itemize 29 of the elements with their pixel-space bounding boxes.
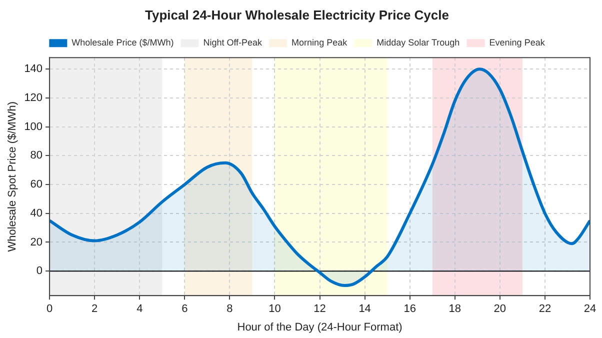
x-tick-label: 24 — [584, 303, 596, 316]
y-tick-label: 60 — [30, 178, 43, 191]
x-tick-label: 6 — [182, 303, 188, 316]
x-axis-title: Hour of the Day (24-Hour Format) — [237, 321, 402, 334]
x-tick-label: 10 — [268, 303, 281, 316]
legend-label: Morning Peak — [292, 38, 348, 48]
x-tick-label: 8 — [226, 303, 233, 316]
y-tick-label: 100 — [24, 120, 43, 133]
y-tick-label: 40 — [30, 207, 43, 220]
y-tick-label: 120 — [24, 92, 43, 104]
x-tick-label: 12 — [314, 303, 326, 316]
y-tick-label: 0 — [36, 265, 43, 278]
x-tick-label: 22 — [538, 303, 552, 316]
x-tick-label: 4 — [136, 303, 143, 316]
x-tick-label: 2 — [92, 303, 98, 316]
legend-label: Night Off-Peak — [203, 38, 263, 48]
x-tick-label: 18 — [448, 303, 462, 316]
x-tick-label: 20 — [494, 303, 506, 316]
x-tick-label: 16 — [404, 303, 416, 316]
legend-label: Evening Peak — [489, 38, 546, 48]
x-tick-label: 14 — [358, 303, 371, 316]
y-tick-label: 80 — [30, 150, 43, 162]
x-tick-label: 0 — [46, 303, 53, 316]
legend-label: Midday Solar Trough — [376, 38, 460, 48]
y-axis-title: Wholesale Spot Price ($/MWh) — [6, 101, 19, 252]
chart-title: Typical 24-Hour Wholesale Electricity Price Cycle — [145, 7, 449, 22]
y-tick-label: 20 — [30, 236, 43, 248]
y-tick-label: 140 — [24, 63, 43, 76]
legend-label: Wholesale Price ($/MWh) — [72, 38, 174, 48]
